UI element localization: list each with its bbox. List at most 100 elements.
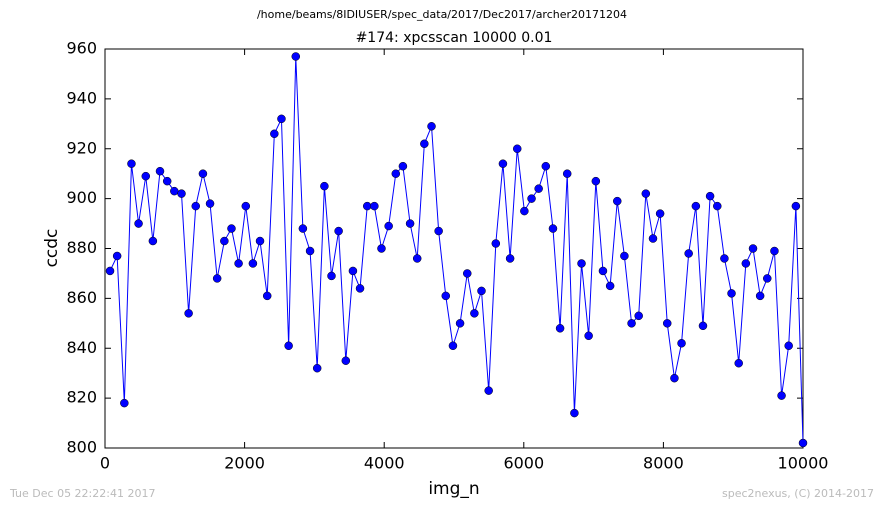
data-point — [170, 186, 179, 196]
x-tick-label: 6000 — [503, 454, 544, 473]
y-tick-label: 820 — [66, 388, 97, 407]
data-point — [420, 139, 429, 149]
data-point — [605, 281, 615, 291]
data-point — [284, 341, 293, 351]
credit: spec2nexus, (C) 2014-2017 — [722, 487, 874, 500]
data-point — [763, 274, 772, 283]
data-point — [698, 321, 708, 331]
x-tick-label: 10000 — [778, 454, 829, 473]
data-point — [477, 286, 486, 296]
data-point — [548, 224, 558, 233]
data-point — [713, 201, 722, 211]
data-point — [641, 189, 651, 198]
data-point — [627, 319, 636, 328]
data-point — [355, 284, 365, 293]
data-point — [341, 356, 351, 365]
data-point — [534, 184, 543, 193]
data-point — [670, 373, 679, 383]
data-point — [412, 254, 422, 263]
data-point — [727, 289, 736, 298]
x-tick-label: 4000 — [364, 454, 405, 473]
data-point — [541, 161, 551, 171]
data-point — [427, 122, 436, 131]
data-point — [648, 234, 658, 243]
data-point — [362, 201, 372, 211]
data-point — [491, 239, 501, 248]
data-point — [262, 291, 272, 301]
data-point — [220, 236, 229, 246]
series-line — [109, 56, 804, 444]
data-point — [520, 206, 529, 216]
data-point — [484, 386, 493, 395]
data-point — [455, 319, 465, 328]
data-point — [327, 271, 336, 281]
data-point — [734, 358, 743, 368]
y-tick-label: 800 — [66, 438, 97, 457]
data-point — [720, 254, 729, 263]
timestamp: Tue Dec 05 22:22:41 2017 — [9, 487, 155, 500]
data-point — [748, 244, 758, 253]
data-point — [148, 236, 158, 246]
data-point — [198, 169, 208, 178]
data-point — [598, 266, 608, 276]
data-point — [241, 201, 251, 211]
data-point — [498, 159, 508, 168]
data-point — [470, 309, 479, 318]
data-point — [370, 201, 379, 211]
data-point — [684, 249, 693, 258]
data-point — [120, 398, 129, 408]
chart-title: #174: xpcsscan 10000 0.01 — [356, 30, 553, 46]
data-point — [634, 311, 643, 321]
data-point — [212, 274, 222, 283]
data-point — [298, 224, 308, 233]
data-point — [613, 196, 622, 206]
data-point — [205, 199, 215, 208]
data-point — [184, 309, 193, 318]
y-tick-label: 860 — [66, 288, 97, 307]
data-point — [655, 209, 665, 218]
data-point — [620, 251, 629, 261]
data-point — [291, 52, 301, 61]
data-point — [141, 171, 151, 181]
data-point — [591, 176, 601, 186]
data-point — [570, 408, 579, 418]
data-point — [505, 254, 515, 263]
data-point — [441, 291, 451, 301]
y-tick-label: 940 — [66, 88, 97, 107]
data-point — [577, 259, 586, 268]
x-axis-label: img_n — [428, 479, 479, 499]
data-point — [677, 339, 686, 348]
y-axis-label: ccdc — [42, 229, 62, 268]
chart-header: /home/beams/8IDIUSER/spec_data/2017/Dec2… — [257, 8, 627, 21]
data-point — [305, 246, 315, 256]
data-point — [105, 266, 115, 276]
data-point — [134, 219, 143, 228]
data-point — [127, 159, 136, 168]
x-tick-label: 0 — [100, 454, 110, 473]
data-point — [227, 224, 236, 233]
data-point — [463, 269, 472, 278]
y-tick-label: 840 — [66, 338, 97, 357]
data-point — [248, 259, 258, 268]
y-tick-label: 880 — [66, 238, 97, 257]
data-point — [391, 169, 401, 178]
x-tick-label: 8000 — [643, 454, 684, 473]
data-point — [705, 191, 715, 201]
data-point — [155, 166, 165, 176]
data-point — [405, 219, 415, 228]
y-tick-label: 960 — [66, 39, 97, 58]
data-point — [741, 259, 751, 268]
data-point — [448, 341, 458, 351]
data-point — [691, 201, 701, 211]
data-point — [662, 319, 672, 328]
data-point — [277, 114, 286, 124]
data-point — [320, 181, 329, 191]
y-tick-label: 920 — [66, 138, 97, 157]
data-point — [798, 438, 808, 448]
data-point — [784, 341, 793, 351]
data-point — [162, 176, 172, 186]
data-point — [234, 259, 243, 268]
x-tick-label: 2000 — [224, 454, 265, 473]
